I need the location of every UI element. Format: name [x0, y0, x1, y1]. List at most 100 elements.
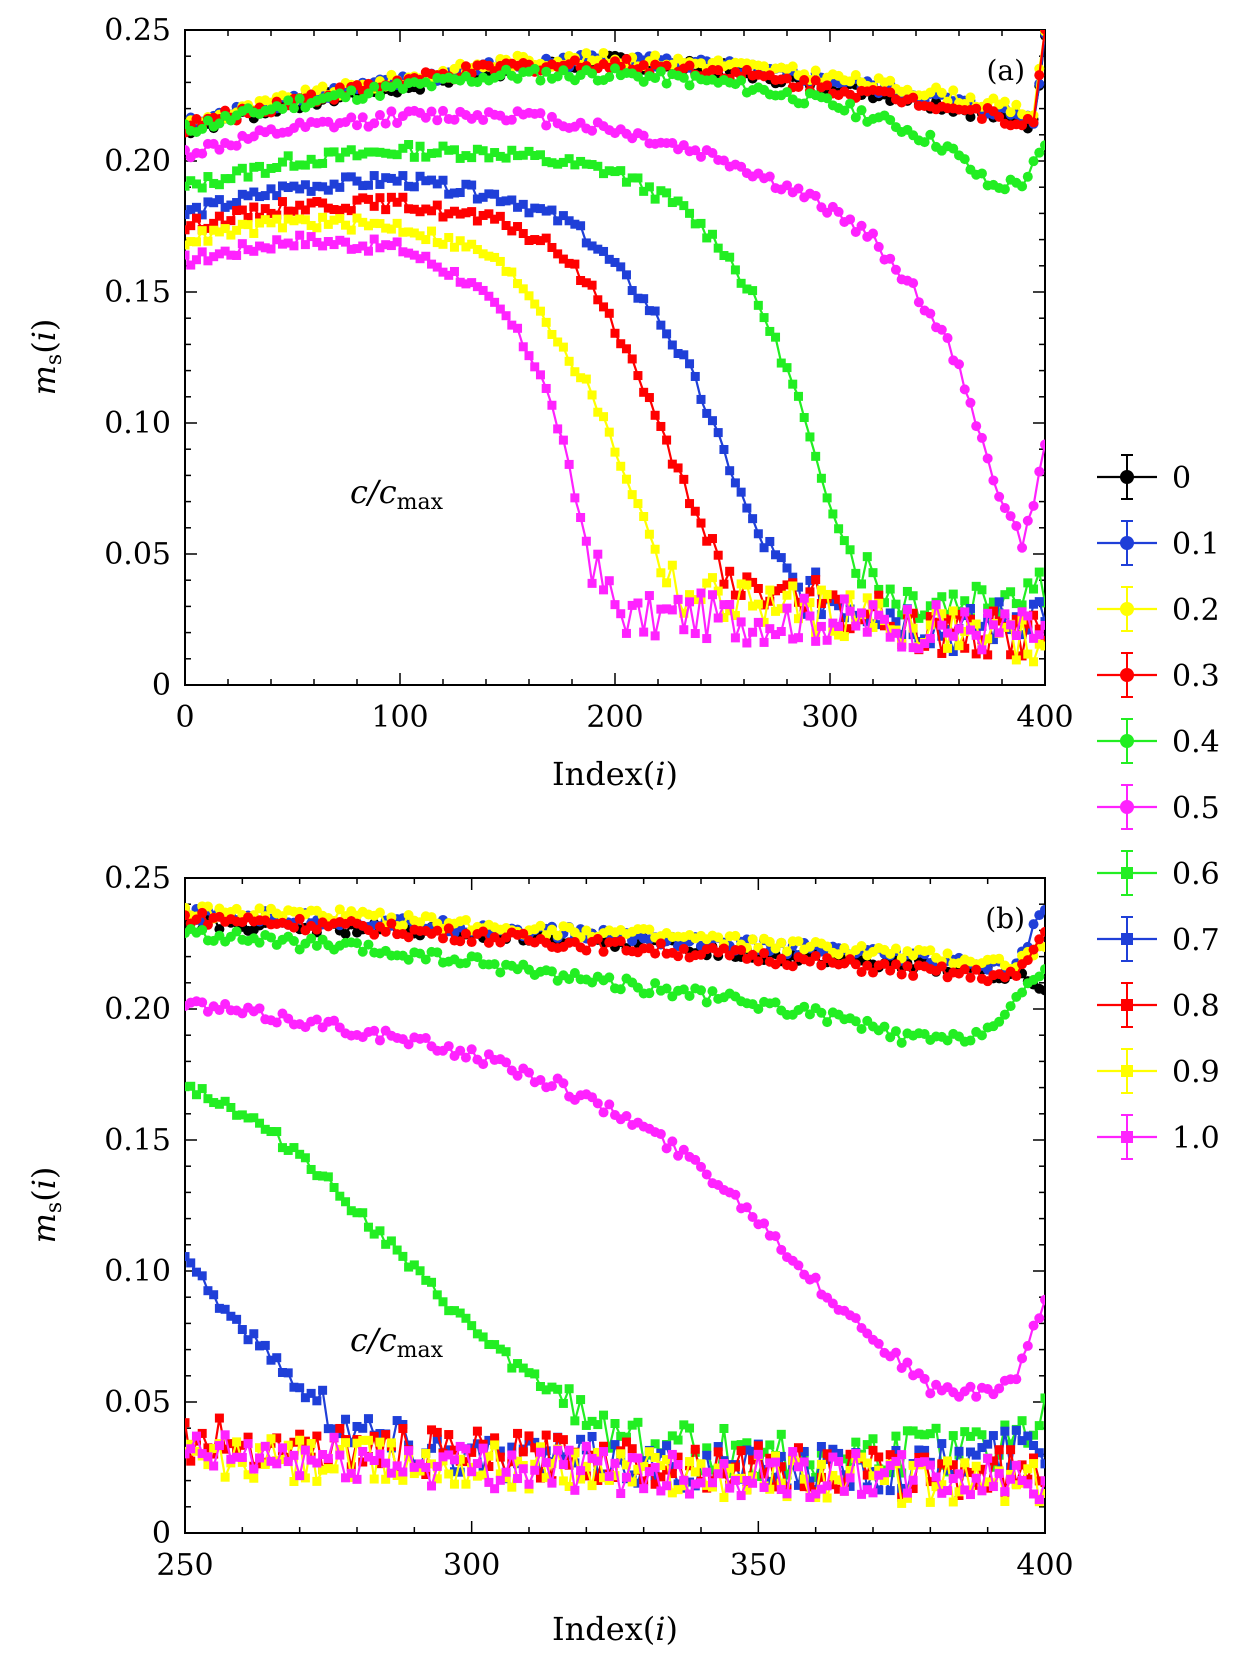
data-point: [335, 1191, 345, 1201]
data-point: [822, 1493, 832, 1503]
data-point: [186, 1258, 196, 1268]
data-point: [971, 1461, 981, 1471]
data-point: [1017, 600, 1027, 610]
data-point: [788, 572, 798, 582]
data-point: [415, 141, 425, 151]
data-point: [300, 205, 310, 215]
data-point: [346, 244, 356, 254]
data-point: [289, 1143, 299, 1153]
data-point: [639, 294, 649, 304]
data-point: [965, 1447, 975, 1457]
data-point: [937, 620, 947, 630]
series-0.3: [185, 907, 1045, 987]
legend-entry: 0.6: [1097, 850, 1220, 896]
data-point: [885, 1460, 895, 1470]
data-point: [266, 208, 276, 218]
data-point: [1011, 631, 1021, 641]
legend-marker: [1121, 867, 1133, 879]
data-point: [524, 291, 534, 301]
data-point: [742, 503, 752, 513]
data-point: [1029, 1489, 1039, 1499]
data-point: [730, 1189, 741, 1200]
data-point: [375, 147, 385, 157]
data-point: [581, 48, 592, 59]
data-point: [283, 151, 293, 161]
data-point: [513, 1456, 523, 1466]
data-point: [976, 1030, 987, 1041]
data-point: [546, 1081, 557, 1092]
data-point: [438, 212, 448, 222]
data-point: [558, 1398, 568, 1408]
legend-marker: [1120, 470, 1134, 484]
data-point: [495, 211, 505, 221]
data-point: [220, 1472, 230, 1482]
data-point: [438, 239, 448, 249]
data-point: [352, 938, 362, 949]
data-point: [346, 1468, 356, 1478]
data-point: [1040, 926, 1045, 937]
data-point: [713, 1442, 723, 1452]
data-point: [960, 607, 970, 617]
data-point: [816, 621, 826, 631]
data-point: [203, 1460, 213, 1470]
data-point: [386, 241, 396, 251]
data-point: [701, 1169, 712, 1180]
y-tick-label: 0.05: [104, 537, 171, 572]
y-tick-label: 0.15: [104, 275, 171, 310]
data-point: [983, 650, 993, 660]
data-point: [197, 1449, 207, 1459]
data-point: [799, 1446, 809, 1456]
data-point: [507, 145, 517, 155]
series-0.4: [185, 63, 1045, 195]
data-point: [541, 1385, 551, 1395]
data-point: [834, 1475, 844, 1485]
data-point: [908, 608, 918, 618]
data-point: [725, 566, 735, 576]
data-point: [1034, 70, 1045, 81]
data-point: [369, 1474, 379, 1484]
data-point: [834, 1448, 844, 1458]
data-point: [810, 190, 821, 201]
data-point: [753, 1441, 763, 1451]
data-point: [696, 151, 706, 162]
data-point: [260, 204, 270, 214]
data-point: [232, 1110, 242, 1120]
data-point: [197, 210, 207, 220]
data-point: [570, 493, 580, 503]
data-point: [764, 171, 775, 182]
data-point: [289, 1382, 299, 1392]
data-point: [771, 1451, 781, 1461]
data-point: [524, 1436, 534, 1446]
data-point: [822, 1481, 832, 1491]
data-point: [438, 933, 448, 944]
data-point: [598, 946, 609, 957]
data-point: [1029, 657, 1039, 667]
data-point: [862, 1485, 872, 1495]
data-point: [811, 636, 821, 646]
data-point: [719, 1493, 729, 1503]
data-point: [472, 1426, 482, 1436]
data-point: [971, 630, 981, 640]
data-point: [489, 959, 500, 970]
data-point: [702, 536, 712, 546]
legend-label: 0.6: [1172, 857, 1220, 892]
data-point: [254, 1003, 265, 1014]
data-point: [616, 609, 626, 619]
data-point: [352, 1208, 362, 1218]
data-point: [828, 1444, 838, 1454]
data-point: [639, 512, 649, 522]
data-point: [232, 1446, 242, 1456]
data-point: [988, 597, 998, 607]
data-point: [478, 249, 488, 259]
data-point: [965, 397, 976, 408]
data-point: [678, 943, 689, 954]
data-point: [799, 1457, 809, 1467]
data-point: [558, 254, 568, 264]
data-point: [822, 589, 832, 599]
data-point: [421, 1470, 431, 1480]
data-point: [742, 638, 752, 648]
data-point: [587, 160, 597, 170]
data-point: [352, 195, 362, 205]
data-point: [845, 624, 855, 634]
data-point: [581, 945, 592, 956]
